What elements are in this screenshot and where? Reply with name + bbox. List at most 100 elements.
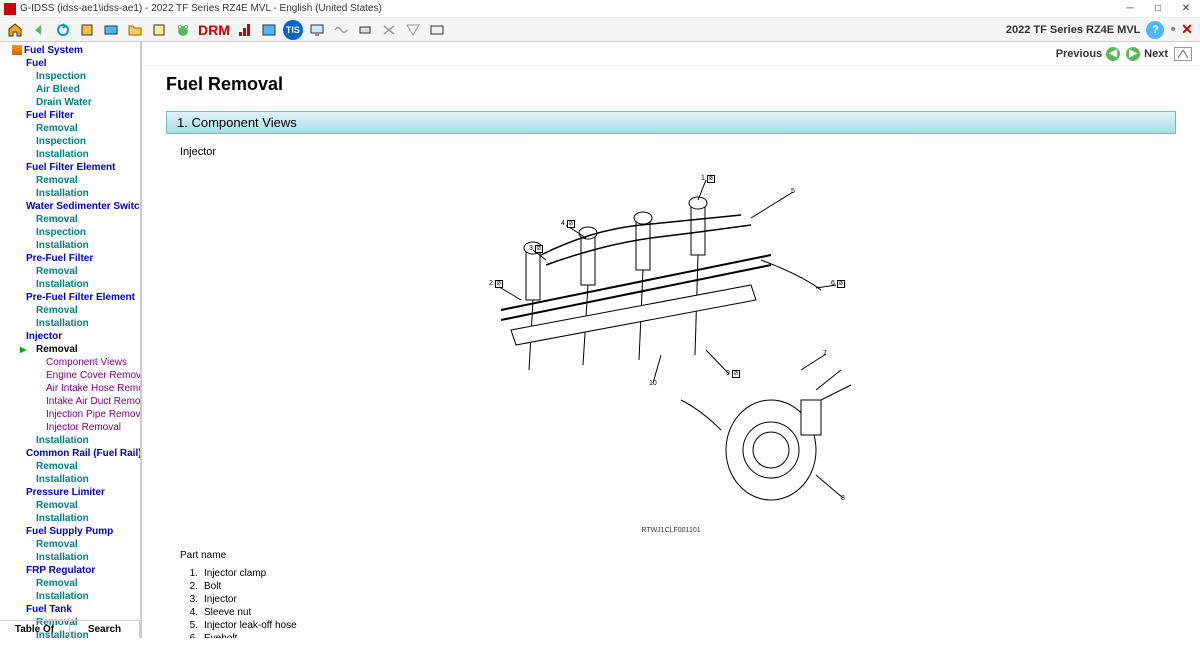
callout: 8	[841, 495, 845, 502]
tree-label: Inspection	[36, 71, 86, 82]
tool-button-12[interactable]	[330, 19, 352, 41]
content-body: Fuel Removal 1. Component Views Injector	[142, 66, 1200, 638]
tree-item[interactable]: Removal	[8, 213, 140, 226]
refresh-button[interactable]	[52, 19, 74, 41]
chart-button[interactable]	[234, 19, 256, 41]
frog-icon[interactable]	[172, 19, 194, 41]
tree-label: Air Intake Hose Removal	[46, 383, 140, 394]
tree-label: Inspection	[36, 227, 86, 238]
tree-item[interactable]: Removal	[8, 122, 140, 135]
next-link[interactable]: ▶ Next	[1126, 47, 1168, 61]
minimize-button[interactable]: ─	[1120, 2, 1140, 16]
tree-label: Injection Pipe Removal	[46, 409, 140, 420]
tool-button-10[interactable]	[258, 19, 280, 41]
tree-item[interactable]: Removal	[8, 538, 140, 551]
part-row: 5.Injector leak-off hose	[180, 619, 1162, 632]
callout-label: 4	[561, 220, 565, 227]
expand-button[interactable]	[1174, 47, 1192, 61]
tree-item[interactable]: Fuel Filter Element	[8, 161, 140, 174]
tree-item[interactable]: Removal	[8, 174, 140, 187]
part-number: 3.	[180, 593, 204, 606]
tree-item[interactable]: Removal	[8, 265, 140, 278]
toc-tab[interactable]: Table Of Contents	[0, 621, 70, 638]
tree-item[interactable]: Fuel Tank	[8, 603, 140, 616]
tree-item[interactable]: Injector Removal	[8, 421, 140, 434]
tool-button-15[interactable]	[402, 19, 424, 41]
tree-item[interactable]: Fuel System	[8, 44, 140, 57]
tree-item[interactable]: Removal	[8, 499, 140, 512]
section-header: 1. Component Views	[166, 111, 1176, 134]
tree-item[interactable]: Installation	[8, 187, 140, 200]
tree-item[interactable]: Removal	[8, 460, 140, 473]
tree-item[interactable]: Fuel	[8, 57, 140, 70]
tool-button-13[interactable]	[354, 19, 376, 41]
app-icon	[4, 3, 16, 15]
tree-label: Removal	[36, 305, 78, 316]
tree-item[interactable]: Component Views	[8, 356, 140, 369]
part-row: 4.Sleeve nut	[180, 606, 1162, 619]
monitor-button[interactable]	[306, 19, 328, 41]
tool-button-4[interactable]	[76, 19, 98, 41]
tree-item[interactable]: Drain Water	[8, 96, 140, 109]
tree-item[interactable]: Inspection	[8, 226, 140, 239]
callout-label: 2	[489, 280, 493, 287]
toolbar-close-button[interactable]: ✕	[1178, 21, 1196, 39]
tool-button-5[interactable]	[100, 19, 122, 41]
part-number: 6.	[180, 632, 204, 638]
tree-item[interactable]: Fuel Supply Pump	[8, 525, 140, 538]
tree-item[interactable]: Removal	[8, 304, 140, 317]
previous-link[interactable]: Previous ◀	[1056, 47, 1120, 61]
tree-item[interactable]: Pressure Limiter	[8, 486, 140, 499]
window-titlebar: G-IDSS (idss-ae1\idss-ae1) - 2022 TF Ser…	[0, 0, 1200, 18]
tree-item[interactable]: Removal	[8, 577, 140, 590]
tree-item[interactable]: Pre-Fuel Filter Element	[8, 291, 140, 304]
tree-item[interactable]: Installation	[8, 278, 140, 291]
home-button[interactable]	[4, 19, 26, 41]
tree-item[interactable]: FRP Regulator	[8, 564, 140, 577]
search-tab[interactable]: Search	[70, 621, 140, 638]
tree-label: Installation	[36, 591, 89, 602]
tree-item[interactable]: Inspection	[8, 70, 140, 83]
tree-item[interactable]: Installation	[8, 434, 140, 447]
help-button[interactable]: ?	[1146, 21, 1164, 39]
sidebar: Fuel SystemFuelInspectionAir BleedDrain …	[0, 42, 142, 638]
callout-box-icon: ⊘	[535, 245, 543, 253]
tool-button-7[interactable]	[148, 19, 170, 41]
part-number: 4.	[180, 606, 204, 619]
back-button[interactable]	[28, 19, 50, 41]
tree-item[interactable]: Water Sedimenter Switch	[8, 200, 140, 213]
tree-item[interactable]: Installation	[8, 590, 140, 603]
tree-item[interactable]: Injection Pipe Removal	[8, 408, 140, 421]
close-button[interactable]: ✕	[1176, 2, 1196, 16]
tree-item[interactable]: Installation	[8, 551, 140, 564]
tree-item[interactable]: Inspection	[8, 135, 140, 148]
tree-item[interactable]: Air Bleed	[8, 83, 140, 96]
tree-label: Removal	[36, 461, 78, 472]
tis-button[interactable]: TIS	[282, 19, 304, 41]
tree-label: Air Bleed	[36, 84, 80, 95]
tree-item[interactable]: Fuel Filter	[8, 109, 140, 122]
tree-item[interactable]: Installation	[8, 317, 140, 330]
content-pane: Previous ◀ ▶ Next Fuel Removal 1. Compon…	[142, 42, 1200, 638]
folder-button[interactable]	[124, 19, 146, 41]
callout-label: 1	[701, 175, 705, 182]
tree-item[interactable]: Air Intake Hose Removal	[8, 382, 140, 395]
tree-item[interactable]: Injector	[8, 330, 140, 343]
tree-item[interactable]: Intake Air Duct Removal	[8, 395, 140, 408]
tree-item[interactable]: Pre-Fuel Filter	[8, 252, 140, 265]
tree-item[interactable]: Installation	[8, 148, 140, 161]
maximize-button[interactable]: □	[1148, 2, 1168, 16]
tool-button-14[interactable]	[378, 19, 400, 41]
tree-item[interactable]: Installation	[8, 239, 140, 252]
tree-label: Removal	[36, 578, 78, 589]
tool-button-16[interactable]	[426, 19, 448, 41]
callout: 2 ⊘	[489, 280, 503, 288]
tree-item[interactable]: Installation	[8, 473, 140, 486]
callout-label: 10	[649, 380, 657, 387]
callout-label: 3	[529, 245, 533, 252]
tree-item[interactable]: Installation	[8, 512, 140, 525]
tree-item[interactable]: Common Rail (Fuel Rail)	[8, 447, 140, 460]
tree-item[interactable]: Engine Cover Removal	[8, 369, 140, 382]
callout-box-icon: ⊘	[567, 220, 575, 228]
tree-item[interactable]: Removal	[8, 343, 140, 356]
